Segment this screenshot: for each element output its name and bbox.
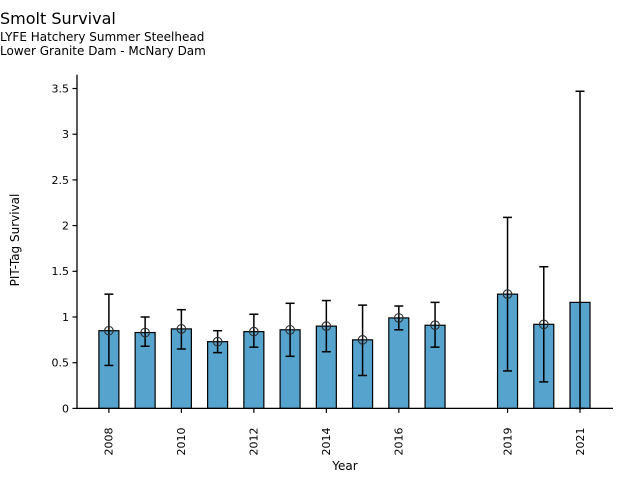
y-tick-label-1.5: 1.5 [52, 265, 70, 278]
marker-2020 [538, 319, 549, 330]
x-tick-label-2010: 2010 [175, 428, 188, 456]
x-tick-label-2014: 2014 [320, 428, 333, 456]
y-tick-label-0.5: 0.5 [52, 357, 70, 370]
y-tick-label-3: 3 [62, 128, 69, 141]
chart-subtitle-reach: Lower Granite Dam - McNary Dam [0, 44, 206, 58]
marker-2011 [212, 336, 223, 347]
marker-2014 [321, 321, 332, 331]
marker-2012 [249, 326, 259, 337]
x-tick-label-2008: 2008 [103, 428, 116, 456]
x-axis-label: Year [332, 459, 358, 473]
y-axis-label: PIT-Tag Survival [8, 193, 22, 287]
marker-2013 [285, 324, 295, 335]
marker-2009 [140, 327, 150, 338]
chart-subtitle-hatchery: LYFE Hatchery Summer Steelhead [0, 30, 205, 44]
marker-2015 [357, 335, 368, 345]
x-tick-label-2012: 2012 [248, 428, 261, 456]
y-tick-label-0: 0 [62, 402, 69, 415]
y-tick-label-3.5: 3.5 [52, 82, 70, 95]
y-tick-label-2: 2 [62, 220, 69, 233]
bar-2016 [388, 317, 410, 410]
x-tick-label-2021: 2021 [574, 428, 587, 456]
x-tick-label-2016: 2016 [393, 428, 406, 456]
marker-2019 [502, 289, 513, 300]
chart-title: Smolt Survival [0, 9, 116, 28]
marker-2008 [104, 325, 114, 336]
marker-2010 [176, 324, 187, 334]
y-tick-label-1: 1 [62, 311, 69, 324]
x-tick-label-2019: 2019 [501, 428, 514, 456]
marker-2016 [393, 313, 404, 323]
y-tick-label-2.5: 2.5 [52, 174, 70, 187]
marker-2017 [430, 320, 440, 331]
